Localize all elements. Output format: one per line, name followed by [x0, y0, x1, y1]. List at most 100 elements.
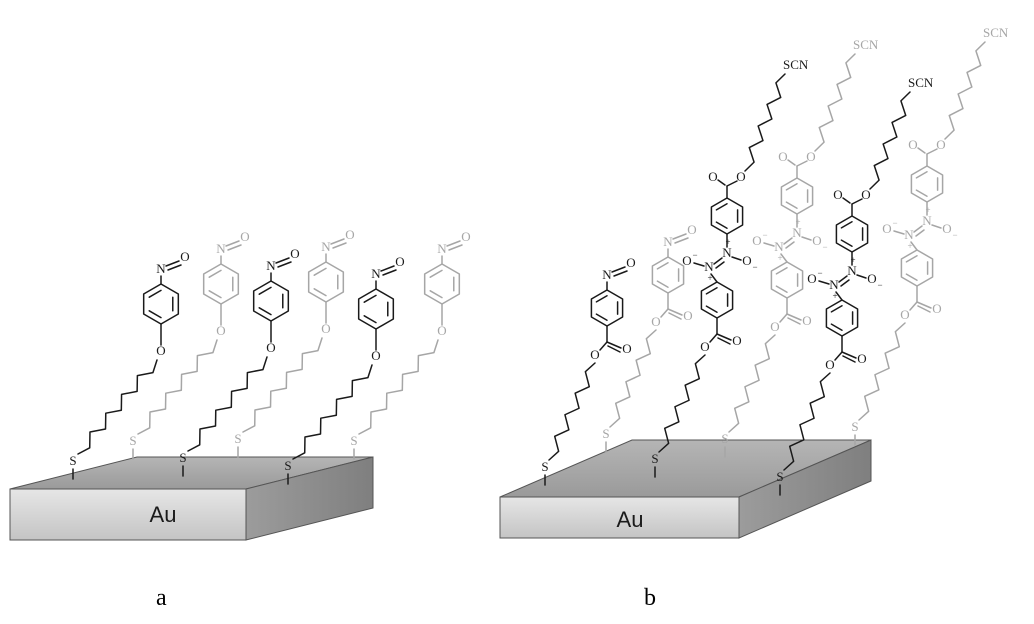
- c-o-double-bond: [717, 337, 731, 345]
- ester-oxygen: O: [825, 357, 834, 372]
- negative-charge: −: [952, 230, 957, 240]
- c-o-double-bond: [787, 317, 801, 325]
- thiocyanate-group: SCN: [908, 75, 934, 90]
- n-o-double-bond: [382, 269, 397, 276]
- sulfur-atom: S: [851, 419, 858, 434]
- oxygen-atom: O: [742, 253, 751, 268]
- oxygen-atom: O: [687, 222, 696, 237]
- alkyl-chain: [814, 53, 856, 152]
- alkyl-chain: [658, 354, 706, 453]
- aromatic-double-bond: [595, 295, 608, 303]
- n-o-bond: [893, 230, 905, 235]
- sulfur-atom: S: [234, 431, 241, 446]
- n-n-double-bond: [840, 279, 850, 287]
- n-o-double-bond: [674, 237, 689, 244]
- nitrogen-atom: N: [847, 263, 857, 278]
- aromatic-double-bond: [785, 183, 798, 191]
- o-c-bond: [660, 308, 669, 318]
- ether-oxygen: O: [266, 340, 275, 355]
- ester-oxygen: O: [770, 319, 779, 334]
- n-o-bond: [801, 236, 812, 241]
- negative-charge: −: [877, 280, 882, 290]
- aromatic-double-bond: [915, 171, 928, 179]
- n-o-bond: [856, 274, 867, 279]
- aromatic-double-bond: [208, 290, 222, 299]
- n-o-double-bond: [672, 233, 687, 240]
- aromatic-double-bond: [830, 305, 843, 313]
- ester-oxygen: O: [861, 187, 870, 202]
- negative-charge: −: [692, 250, 697, 260]
- o-c-bond: [834, 351, 843, 361]
- c-n-bond: [835, 291, 843, 301]
- carbonyl-oxygen: O: [908, 137, 917, 152]
- n-o-bond: [763, 242, 775, 247]
- nitroso-ether-molecule: S O N O: [350, 229, 471, 460]
- oxygen-atom: O: [395, 254, 404, 269]
- gold-label-b: Au: [617, 507, 644, 532]
- n-o-double-bond: [332, 242, 347, 249]
- nitrogen-atom: N: [792, 225, 802, 240]
- n-o-bond: [731, 256, 742, 261]
- thiocyanate-group: SCN: [853, 37, 879, 52]
- n-n-double-bond: [838, 275, 848, 283]
- aromatic-double-bond: [363, 294, 377, 303]
- n-o-double-bond: [275, 257, 290, 264]
- sulfur-atom: S: [129, 433, 136, 448]
- n-o-double-bond: [380, 265, 395, 272]
- negative-charge: −: [817, 268, 822, 278]
- n-o-double-bond: [165, 260, 180, 267]
- c-o-double-bond: [607, 345, 621, 353]
- negative-charge: −: [752, 262, 757, 272]
- nitrogen-atom: N: [266, 258, 276, 273]
- oxygen-atom: O: [626, 255, 635, 270]
- aromatic-double-bond: [208, 269, 222, 278]
- c-o-double-bond: [842, 197, 851, 204]
- ether-oxygen: O: [216, 323, 225, 338]
- thiocyanate-group: SCN: [783, 57, 809, 72]
- c-o-double-bond: [842, 355, 856, 363]
- sulfur-atom: S: [721, 431, 728, 446]
- nitrogen-atom: N: [722, 245, 732, 260]
- ether-oxygen: O: [321, 321, 330, 336]
- positive-charge: +: [795, 217, 800, 227]
- oxygen-atom: O: [682, 253, 691, 268]
- n-o-double-bond: [446, 240, 461, 247]
- aromatic-double-bond: [595, 313, 608, 321]
- carbonyl-oxygen: O: [833, 187, 842, 202]
- aromatic-double-bond: [258, 286, 272, 295]
- nitrogen-atom: N: [704, 259, 714, 274]
- n-o-double-bond: [227, 244, 242, 251]
- ester-oxygen: O: [806, 149, 815, 164]
- panel-label-a: a: [156, 585, 167, 611]
- alkyl-chain: [187, 356, 268, 452]
- alkyl-chain: [609, 329, 657, 428]
- oxygen-atom: O: [867, 271, 876, 286]
- positive-charge: +: [907, 241, 912, 251]
- gold-label-a: Au: [150, 502, 177, 527]
- oxygen-atom: O: [240, 229, 249, 244]
- oxygen-atom: O: [807, 271, 816, 286]
- n-o-bond: [931, 224, 942, 229]
- nitrogen-atom: N: [437, 241, 447, 256]
- aromatic-double-bond: [840, 239, 853, 247]
- nitrogen-atom: N: [216, 241, 226, 256]
- aromatic-double-bond: [313, 288, 327, 297]
- n-o-bond: [693, 262, 705, 267]
- c-n-bond: [780, 253, 788, 263]
- c-n-bond: [910, 241, 918, 251]
- positive-charge: +: [850, 255, 855, 265]
- sulfur-atom: S: [350, 433, 357, 448]
- sulfur-atom: S: [776, 469, 783, 484]
- aromatic-double-bond: [705, 305, 718, 313]
- ether-oxygen: O: [437, 323, 446, 338]
- nitroso-ether-molecule: S O N O: [234, 227, 355, 458]
- nitrogen-atom: N: [602, 267, 612, 282]
- alkyl-chain: [548, 362, 596, 461]
- negative-charge: −: [762, 230, 767, 240]
- n-o-double-bond: [611, 266, 626, 273]
- carbonyl-oxygen: O: [802, 313, 811, 328]
